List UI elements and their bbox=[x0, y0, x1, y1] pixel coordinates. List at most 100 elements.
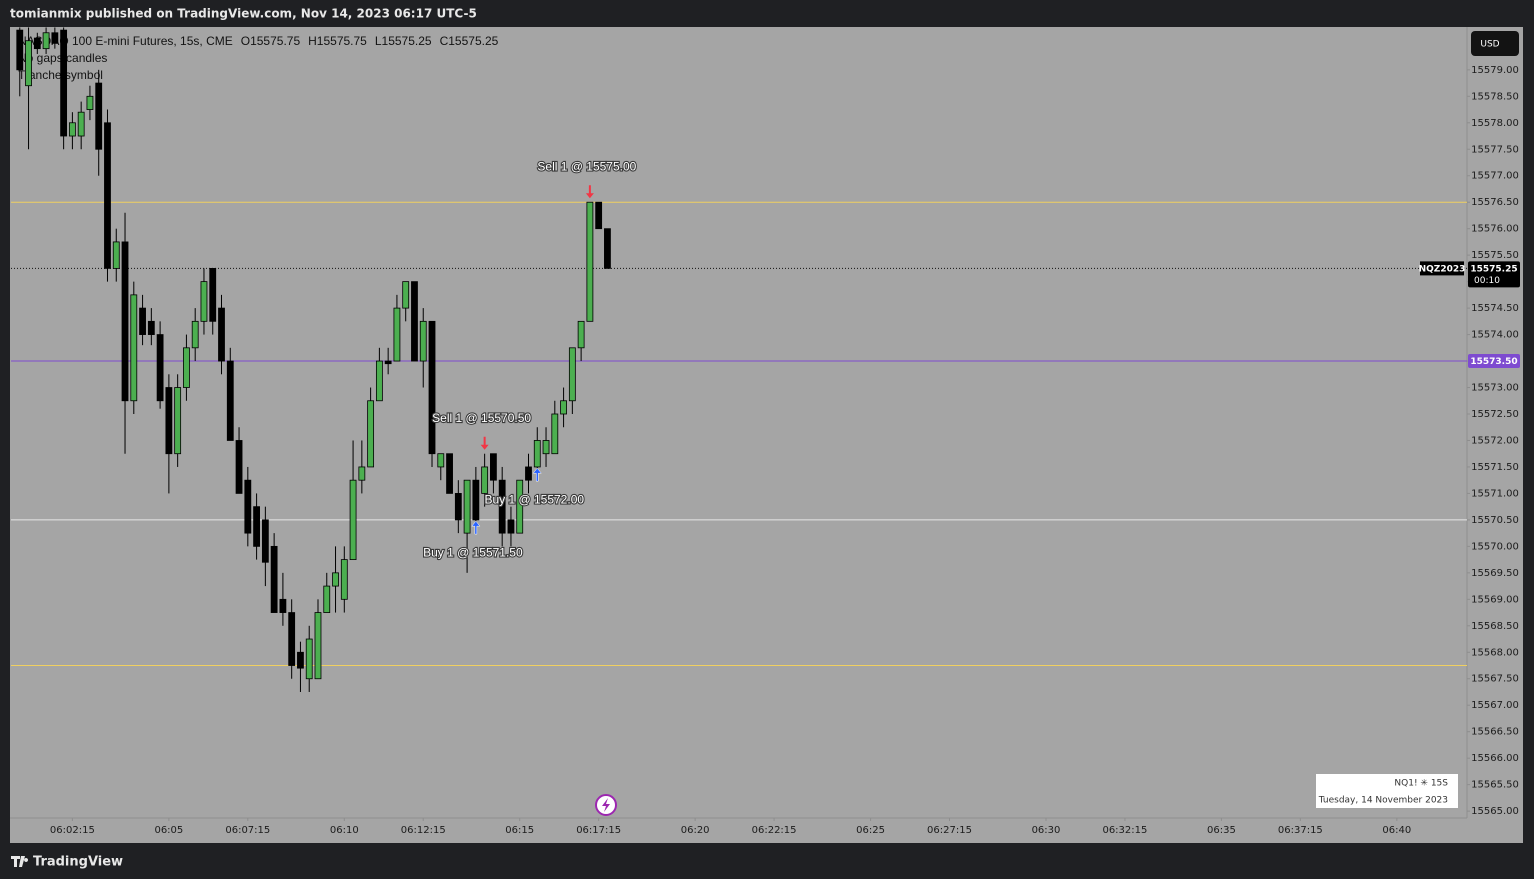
legend-open: O15575.75 bbox=[241, 34, 301, 48]
x-tick-label: 06:02:15 bbox=[50, 825, 95, 836]
symbol-label-box bbox=[1420, 261, 1464, 276]
candle-body bbox=[384, 360, 392, 365]
y-tick-label: 15574.00 bbox=[1471, 330, 1519, 341]
candle-body bbox=[226, 360, 234, 441]
candle-body bbox=[104, 122, 111, 269]
candle-body bbox=[60, 29, 68, 137]
candle-body bbox=[130, 294, 138, 402]
candle-body bbox=[139, 307, 146, 335]
chart-area bbox=[10, 27, 1523, 843]
price-label: 15573.50 bbox=[1470, 357, 1517, 367]
candle-body bbox=[86, 95, 94, 110]
candle-body bbox=[533, 440, 541, 468]
candle-body bbox=[428, 320, 436, 455]
candle-body bbox=[340, 559, 348, 600]
x-tick-label: 06:17:15 bbox=[576, 825, 621, 836]
currency-button[interactable] bbox=[1471, 31, 1519, 56]
candle-body bbox=[95, 82, 103, 150]
candle-body bbox=[577, 320, 585, 349]
candle-body bbox=[200, 281, 208, 322]
candle-body bbox=[305, 638, 313, 680]
candle-body bbox=[156, 334, 164, 402]
candle-body bbox=[121, 241, 129, 402]
watermark-date: Tuesday, 14 November 2023 bbox=[1318, 796, 1448, 806]
last-price-label: 15575.25 bbox=[1470, 264, 1517, 274]
y-tick-label: 15565.50 bbox=[1471, 780, 1519, 791]
y-tick-label: 15568.00 bbox=[1471, 647, 1519, 658]
candle-body bbox=[586, 201, 594, 322]
tv-logo bbox=[11, 856, 29, 867]
candle-body bbox=[314, 612, 322, 680]
candle-body bbox=[472, 479, 480, 521]
candle-body bbox=[165, 387, 173, 455]
trade-label: Sell 1 @ 15570.50 bbox=[432, 411, 531, 425]
candle-body bbox=[568, 347, 576, 402]
y-tick-label: 15572.00 bbox=[1471, 435, 1519, 446]
trade-arrow bbox=[471, 520, 481, 535]
candle-body bbox=[560, 400, 567, 415]
candle-body bbox=[332, 572, 339, 587]
x-tick-label: 06:30 bbox=[1032, 825, 1061, 836]
candle-body bbox=[375, 360, 383, 402]
candle-body bbox=[288, 612, 296, 666]
trade-label: Buy 1 @ 15572.00 bbox=[484, 492, 584, 506]
candle-body bbox=[244, 479, 252, 534]
legend-high: H15575.75 bbox=[308, 34, 367, 48]
trade-arrow bbox=[532, 467, 542, 482]
event-bolt bbox=[602, 798, 610, 812]
candle-body bbox=[261, 519, 269, 563]
candle-body bbox=[191, 320, 199, 349]
candle-body bbox=[525, 466, 532, 481]
y-tick-label: 15565.00 bbox=[1471, 806, 1519, 817]
last-price-box bbox=[1468, 261, 1520, 288]
candle-body bbox=[358, 466, 366, 481]
x-tick-label: 06:15 bbox=[505, 825, 534, 836]
y-tick-label: 15578.00 bbox=[1471, 118, 1519, 129]
candle-body bbox=[16, 29, 24, 71]
candle-body bbox=[77, 111, 85, 137]
y-tick-label: 15577.00 bbox=[1471, 171, 1519, 182]
countdown-label: 00:10 bbox=[1474, 276, 1500, 286]
candle-body bbox=[437, 453, 445, 468]
x-tick-label: 06:40 bbox=[1382, 825, 1411, 836]
plot: NASDAQ 100 E-mini Futures, 15s, CME O1557… bbox=[11, 27, 1520, 836]
x-tick-label: 06:32:15 bbox=[1102, 825, 1147, 836]
y-tick-label: 15572.50 bbox=[1471, 409, 1519, 420]
watermark-box bbox=[1316, 774, 1458, 808]
y-tick-label: 15567.00 bbox=[1471, 700, 1519, 711]
y-tick-label: 15571.50 bbox=[1471, 462, 1519, 473]
publish-header: tomianmix published on TradingView.com, … bbox=[10, 7, 477, 21]
x-tick-label: 06:22:15 bbox=[752, 825, 797, 836]
y-tick-label: 15577.50 bbox=[1471, 144, 1519, 155]
y-tick-label: 15575.50 bbox=[1471, 250, 1519, 261]
candle-body bbox=[209, 267, 217, 322]
candle-body bbox=[516, 479, 524, 534]
candle-body bbox=[446, 453, 453, 494]
y-tick-label: 15576.00 bbox=[1471, 224, 1519, 235]
candle-body bbox=[367, 400, 375, 468]
candle-body bbox=[112, 241, 120, 269]
y-tick-label: 15574.50 bbox=[1471, 303, 1519, 314]
x-tick-label: 06:27:15 bbox=[927, 825, 972, 836]
candle-body bbox=[297, 651, 304, 669]
symbol-label: NQZ2023 bbox=[1419, 264, 1466, 274]
y-tick-label: 15569.50 bbox=[1471, 568, 1519, 579]
candle-body bbox=[595, 201, 603, 230]
brand: TradingView bbox=[33, 855, 123, 870]
y-tick-label: 15566.50 bbox=[1471, 727, 1519, 738]
candle-body bbox=[402, 281, 410, 309]
trade-label: Sell 1 @ 15575.00 bbox=[537, 159, 636, 173]
candle-body bbox=[551, 413, 559, 455]
watermark-symbol: NQ1! ✳ 15S bbox=[1394, 779, 1448, 789]
candle-body bbox=[490, 453, 497, 481]
candle-body bbox=[498, 479, 506, 534]
trade-arrow bbox=[585, 185, 594, 199]
x-tick-label: 06:07:15 bbox=[225, 825, 270, 836]
y-tick-label: 15566.00 bbox=[1471, 753, 1519, 764]
price-label-box bbox=[1468, 354, 1520, 369]
candle-body bbox=[183, 347, 190, 388]
legend-close: C15575.25 bbox=[440, 34, 499, 48]
candle-body bbox=[218, 307, 225, 362]
candle-body bbox=[51, 32, 59, 44]
